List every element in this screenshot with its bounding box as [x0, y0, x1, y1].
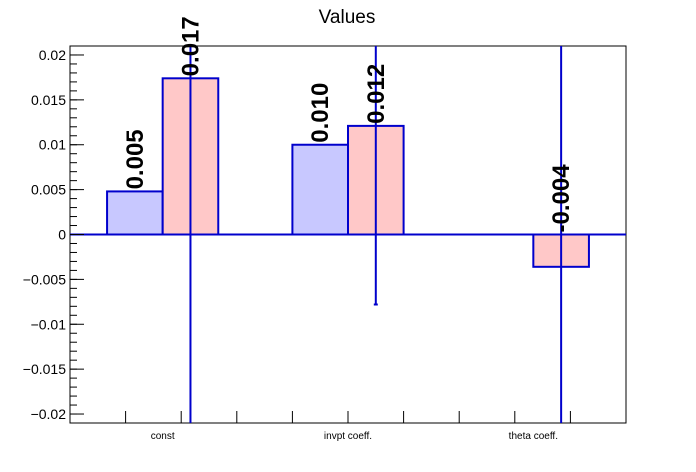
bar-0-1	[291, 143, 349, 236]
x-tick-label: theta coeff.	[509, 431, 558, 442]
y-tick-label: −0.01	[31, 316, 67, 332]
y-tick-label: −0.02	[31, 406, 67, 422]
x-tick-label: invpt coeff.	[324, 431, 372, 442]
axes-layer: 0.02 0.015 0.01 0.005 0 −0.005 −0.01 −0.015 −0.0…	[23, 45, 627, 442]
data-label-0-0: 0.005	[122, 129, 149, 189]
data-label-1-0: 0.017	[177, 16, 204, 76]
bar-0-0	[106, 190, 164, 236]
y-tick-label: −0.015	[23, 361, 66, 377]
data-labels-layer: 0.005 0.010 0.017 0.012 -0.004	[122, 16, 575, 232]
chart-title: Values	[319, 7, 376, 28]
y-tick-label: 0.02	[39, 47, 66, 63]
data-label-1-2: -0.004	[548, 164, 575, 233]
y-tick-label: 0.015	[31, 92, 66, 108]
x-tick-label: const	[151, 431, 175, 442]
y-tick-label: 0.005	[31, 182, 66, 198]
y-tick-label: −0.005	[23, 271, 66, 287]
data-label-1-1: 0.012	[363, 64, 390, 124]
y-tick-label: 0.01	[39, 137, 66, 153]
data-label-0-1: 0.010	[307, 83, 334, 143]
y-tick-label: 0	[58, 227, 66, 243]
error-bars-layer	[189, 46, 563, 423]
bars-layer	[106, 77, 590, 268]
